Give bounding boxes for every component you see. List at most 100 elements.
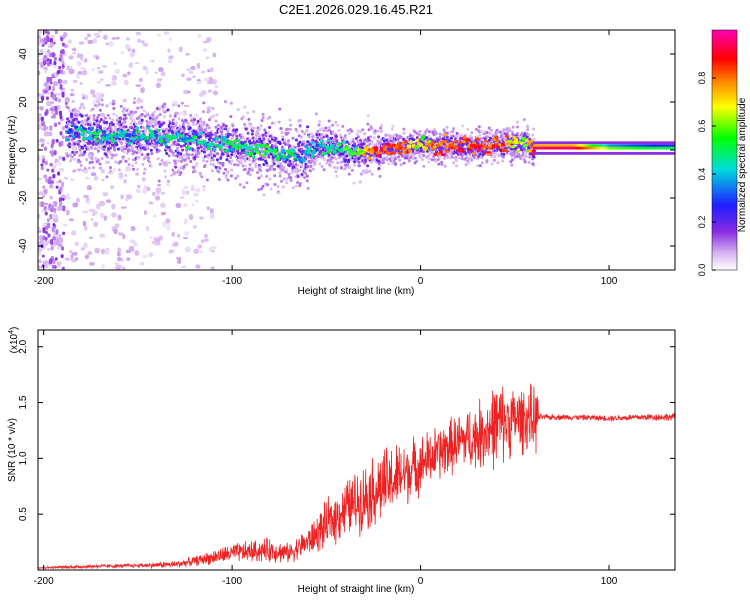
heatmap-cell xyxy=(52,164,57,170)
heatmap-cell xyxy=(184,246,191,253)
heatmap-cell xyxy=(240,146,245,150)
heatmap-cell xyxy=(241,164,245,168)
heatmap-cell xyxy=(193,113,199,118)
heatmap-cell xyxy=(153,119,157,123)
heatmap-cell xyxy=(46,49,50,54)
heatmap-cell xyxy=(202,101,206,105)
heatmap-cell xyxy=(193,150,197,154)
heatmap-cell xyxy=(199,173,203,177)
heatmap-cell xyxy=(401,147,406,151)
heatmap-cell xyxy=(461,124,465,128)
heatmap-cell xyxy=(192,224,198,229)
heatmap-cell xyxy=(299,118,303,122)
heatmap-cell xyxy=(366,122,370,126)
heatmap-cell xyxy=(522,147,526,151)
heatmap-cell xyxy=(43,56,47,61)
heatmap-cell xyxy=(73,109,77,113)
heatmap-cell xyxy=(465,154,469,158)
heatmap-cell xyxy=(127,157,131,161)
heatmap-cell xyxy=(490,146,495,150)
heatmap-cell xyxy=(214,85,219,89)
heatmap-cell xyxy=(183,237,188,240)
heatmap-cell xyxy=(43,205,47,211)
heatmap-cell xyxy=(101,178,105,182)
heatmap-cell xyxy=(214,125,218,129)
heatmap-cell xyxy=(494,135,499,139)
heatmap-cell xyxy=(117,256,122,262)
heatmap-cell xyxy=(443,164,447,168)
heatmap-cell xyxy=(54,201,58,207)
heatmap-cell xyxy=(106,144,110,148)
heatmap-cell xyxy=(96,97,102,102)
heatmap-cell xyxy=(391,124,395,128)
heatmap-cell xyxy=(382,139,386,143)
heatmap-cell xyxy=(230,147,235,151)
heatmap-cell xyxy=(216,123,220,127)
heatmap-cell xyxy=(99,233,106,238)
heatmap-cell xyxy=(121,109,125,113)
heatmap-cell xyxy=(470,158,474,162)
heatmap-cell xyxy=(183,230,190,237)
heatmap-cell xyxy=(38,30,41,36)
heatmap-cell xyxy=(99,117,103,121)
heatmap-cell xyxy=(48,176,52,181)
heatmap-cell xyxy=(405,155,409,159)
heatmap-cell xyxy=(216,140,220,144)
heatmap-cell xyxy=(305,179,309,183)
heatmap-cell xyxy=(311,135,315,139)
heatmap-cell xyxy=(179,152,183,156)
heatmap-cell xyxy=(202,121,206,125)
heatmap-cell xyxy=(502,152,506,156)
heatmap-cell xyxy=(379,148,384,152)
heatmap-cell xyxy=(373,131,377,135)
heatmap-cell xyxy=(332,150,337,154)
heatmap-cell xyxy=(323,151,328,155)
heatmap-cell xyxy=(434,131,438,135)
heatmap-cell xyxy=(77,52,81,59)
heatmap-cell xyxy=(403,140,408,144)
heatmap-cell xyxy=(81,69,88,76)
heatmap-cell xyxy=(129,239,136,244)
heatmap-cell xyxy=(58,65,62,70)
heatmap-cell xyxy=(38,117,41,123)
heatmap-cell xyxy=(140,87,145,94)
heatmap-cell xyxy=(108,40,114,47)
heatmap-cell xyxy=(50,143,54,149)
heatmap-cell xyxy=(100,156,104,160)
heatmap-cell xyxy=(248,173,252,177)
heatmap-cell xyxy=(248,167,252,171)
heatmap-cell xyxy=(300,172,304,176)
heatmap-cell xyxy=(373,129,377,133)
heatmap-cell xyxy=(49,195,54,200)
heatmap-cell xyxy=(230,168,234,172)
heatmap-cell xyxy=(224,176,228,180)
heatmap-cell xyxy=(187,122,191,126)
heatmap-cell xyxy=(102,148,106,152)
heatmap-cell xyxy=(59,69,63,74)
heatmap-cell xyxy=(144,155,148,159)
heatmap-cell xyxy=(164,175,168,179)
heatmap-cell xyxy=(302,140,306,144)
heatmap-cell xyxy=(300,152,304,156)
heatmap-cell xyxy=(322,133,326,137)
heatmap-cell xyxy=(215,113,219,117)
heatmap-cell xyxy=(397,151,402,155)
heatmap-cell xyxy=(112,167,117,172)
heatmap-cell xyxy=(97,146,101,150)
heatmap-cell xyxy=(290,145,294,149)
heatmap-cell xyxy=(253,157,257,161)
heatmap-cell xyxy=(98,162,102,166)
heatmap-cell xyxy=(245,181,249,185)
heatmap-cell xyxy=(327,150,332,154)
heatmap-cell xyxy=(247,170,251,174)
heatmap-cell xyxy=(343,137,347,141)
heatmap-cell xyxy=(170,143,174,147)
heatmap-cell xyxy=(144,130,148,134)
heatmap-cell xyxy=(350,168,354,172)
heatmap-cell xyxy=(175,202,182,209)
heatmap-cell xyxy=(111,74,118,81)
heatmap-cell xyxy=(523,160,527,164)
heatmap-cell xyxy=(149,236,153,239)
chart-title: C2E1.2026.029.16.45.R21 xyxy=(279,2,433,17)
